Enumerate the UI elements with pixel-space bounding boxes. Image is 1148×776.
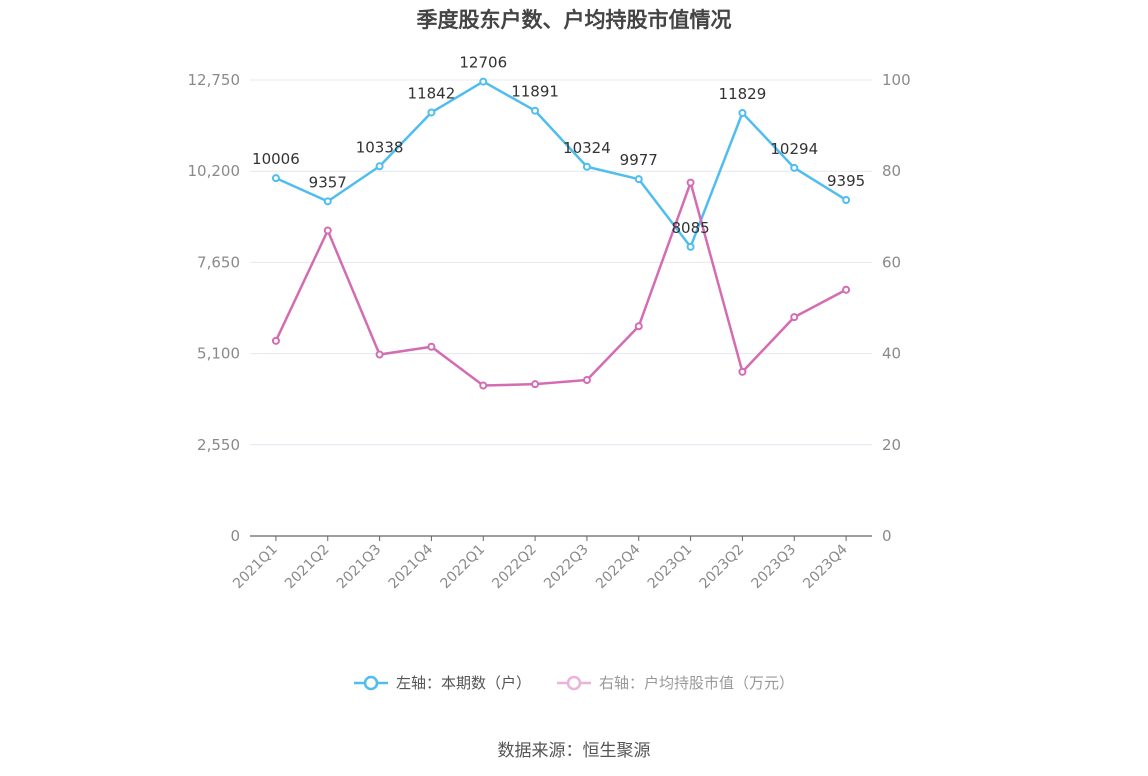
series-0-data-label: 10294 bbox=[770, 140, 818, 158]
series-1-point bbox=[531, 380, 540, 389]
y-left-tick-label: 7,650 bbox=[197, 253, 240, 271]
x-tick-label: 2023Q4 bbox=[800, 541, 851, 592]
series-1-point bbox=[479, 381, 488, 390]
legend-marker-blue-icon bbox=[353, 675, 388, 690]
series-0-data-label: 11842 bbox=[408, 84, 456, 102]
data-source-note: 数据来源：恒生聚源 bbox=[497, 741, 651, 761]
y-right-tick-label: 0 bbox=[882, 527, 892, 545]
x-tick-label: 2023Q2 bbox=[697, 542, 748, 593]
x-tick-label: 2021Q2 bbox=[282, 542, 333, 593]
y-left-tick-label: 10,200 bbox=[188, 162, 241, 180]
y-left-tick-label: 12,750 bbox=[188, 71, 241, 89]
series-0-data-label: 10006 bbox=[252, 150, 300, 168]
legend-label-right: 右轴：户均持股市值（万元） bbox=[599, 674, 795, 692]
series-0-point bbox=[790, 163, 799, 172]
series-0-data-label: 9977 bbox=[620, 151, 658, 169]
y-right-tick-label: 20 bbox=[882, 436, 901, 454]
series-0-point bbox=[427, 108, 436, 117]
series-0-point bbox=[582, 162, 591, 171]
series-1-point bbox=[375, 350, 384, 359]
x-tick-label: 2023Q3 bbox=[748, 542, 799, 593]
series-0-point bbox=[738, 108, 747, 117]
y-left-tick-label: 5,100 bbox=[197, 345, 240, 363]
series-1-point bbox=[582, 376, 591, 385]
x-tick-label: 2023Q1 bbox=[645, 542, 696, 593]
legend-item-left-axis[interactable]: 左轴：本期数（户） bbox=[353, 672, 531, 693]
chart-title: 季度股东户数、户均持股市值情况 bbox=[416, 8, 732, 32]
series-1-point bbox=[790, 313, 799, 322]
series-1-point bbox=[634, 322, 643, 331]
series-0-point bbox=[531, 106, 540, 115]
x-tick-label: 2021Q4 bbox=[386, 541, 437, 592]
x-tick-label: 2022Q1 bbox=[437, 542, 488, 593]
series-line-0 bbox=[275, 80, 847, 249]
series-0-point bbox=[842, 195, 851, 204]
series-0-data-label: 8085 bbox=[671, 219, 709, 237]
series-1-point bbox=[686, 178, 695, 187]
x-tick-label: 2021Q1 bbox=[230, 542, 281, 593]
series-0-point bbox=[271, 174, 280, 183]
y-left-tick-label: 2,550 bbox=[197, 436, 240, 454]
x-tick-label: 2022Q4 bbox=[593, 541, 644, 592]
series-line-1 bbox=[274, 181, 847, 387]
series-0-data-label: 11829 bbox=[719, 85, 767, 103]
series-0-data-label: 10338 bbox=[356, 138, 404, 156]
y-right-tick-label: 60 bbox=[882, 253, 901, 271]
y-right-tick-label: 40 bbox=[882, 345, 901, 363]
series-0-point bbox=[634, 175, 643, 184]
legend-marker-pink-icon bbox=[557, 675, 591, 690]
series-1-point bbox=[738, 367, 747, 376]
series-0-data-label: 11891 bbox=[511, 83, 559, 101]
series-0-point bbox=[686, 242, 695, 251]
series-0-point bbox=[375, 162, 384, 171]
x-tick-label: 2021Q3 bbox=[334, 542, 385, 593]
legend-item-right-axis[interactable]: 右轴：户均持股市值（万元） bbox=[557, 672, 794, 693]
series-0-data-label: 12706 bbox=[459, 54, 507, 72]
series-0-point bbox=[323, 197, 332, 206]
series-0-data-label: 9357 bbox=[309, 173, 347, 191]
x-tick-label: 2022Q2 bbox=[489, 542, 540, 593]
series-1-point bbox=[427, 342, 436, 351]
y-right-tick-label: 100 bbox=[882, 71, 911, 89]
series-1-point bbox=[842, 285, 851, 294]
series-1-point bbox=[323, 226, 332, 235]
series-0-point bbox=[479, 77, 488, 86]
y-right-tick-label: 80 bbox=[882, 162, 901, 180]
legend-label-left: 左轴：本期数（户） bbox=[395, 674, 531, 692]
chart-legend: 左轴：本期数（户） 右轴：户均持股市值（万元） bbox=[0, 672, 1148, 693]
series-0-data-label: 9395 bbox=[827, 172, 865, 190]
series-0-data-label: 10324 bbox=[563, 139, 611, 157]
series-1-point bbox=[271, 336, 280, 345]
y-left-tick-label: 0 bbox=[230, 527, 240, 545]
x-tick-label: 2022Q3 bbox=[541, 542, 592, 593]
line-chart: 0 2,550 5,100 7,650 10,200 12,750 0 20 40 60 80 100… bbox=[188, 54, 911, 593]
